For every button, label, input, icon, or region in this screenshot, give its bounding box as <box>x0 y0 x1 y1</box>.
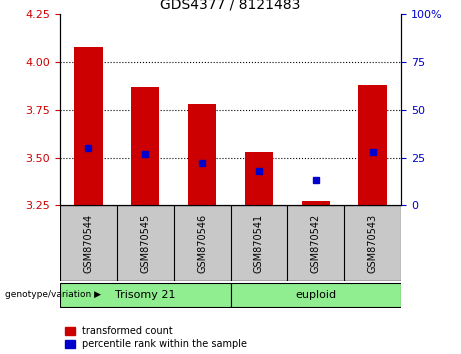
Text: euploid: euploid <box>295 290 337 300</box>
FancyBboxPatch shape <box>230 283 401 307</box>
Text: GSM870544: GSM870544 <box>83 214 94 273</box>
Bar <box>245 152 273 205</box>
Bar <box>131 87 160 205</box>
Text: GSM870545: GSM870545 <box>140 214 150 273</box>
Text: GSM870542: GSM870542 <box>311 214 321 273</box>
Text: GSM870541: GSM870541 <box>254 214 264 273</box>
Bar <box>358 85 387 205</box>
Bar <box>74 47 102 205</box>
Legend: transformed count, percentile rank within the sample: transformed count, percentile rank withi… <box>65 326 247 349</box>
Bar <box>188 104 216 205</box>
FancyBboxPatch shape <box>60 283 230 307</box>
Title: GDS4377 / 8121483: GDS4377 / 8121483 <box>160 0 301 12</box>
Text: GSM870546: GSM870546 <box>197 214 207 273</box>
Text: genotype/variation ▶: genotype/variation ▶ <box>5 290 100 299</box>
Bar <box>301 201 330 205</box>
Text: Trisomy 21: Trisomy 21 <box>115 290 176 300</box>
Text: GSM870543: GSM870543 <box>367 214 378 273</box>
